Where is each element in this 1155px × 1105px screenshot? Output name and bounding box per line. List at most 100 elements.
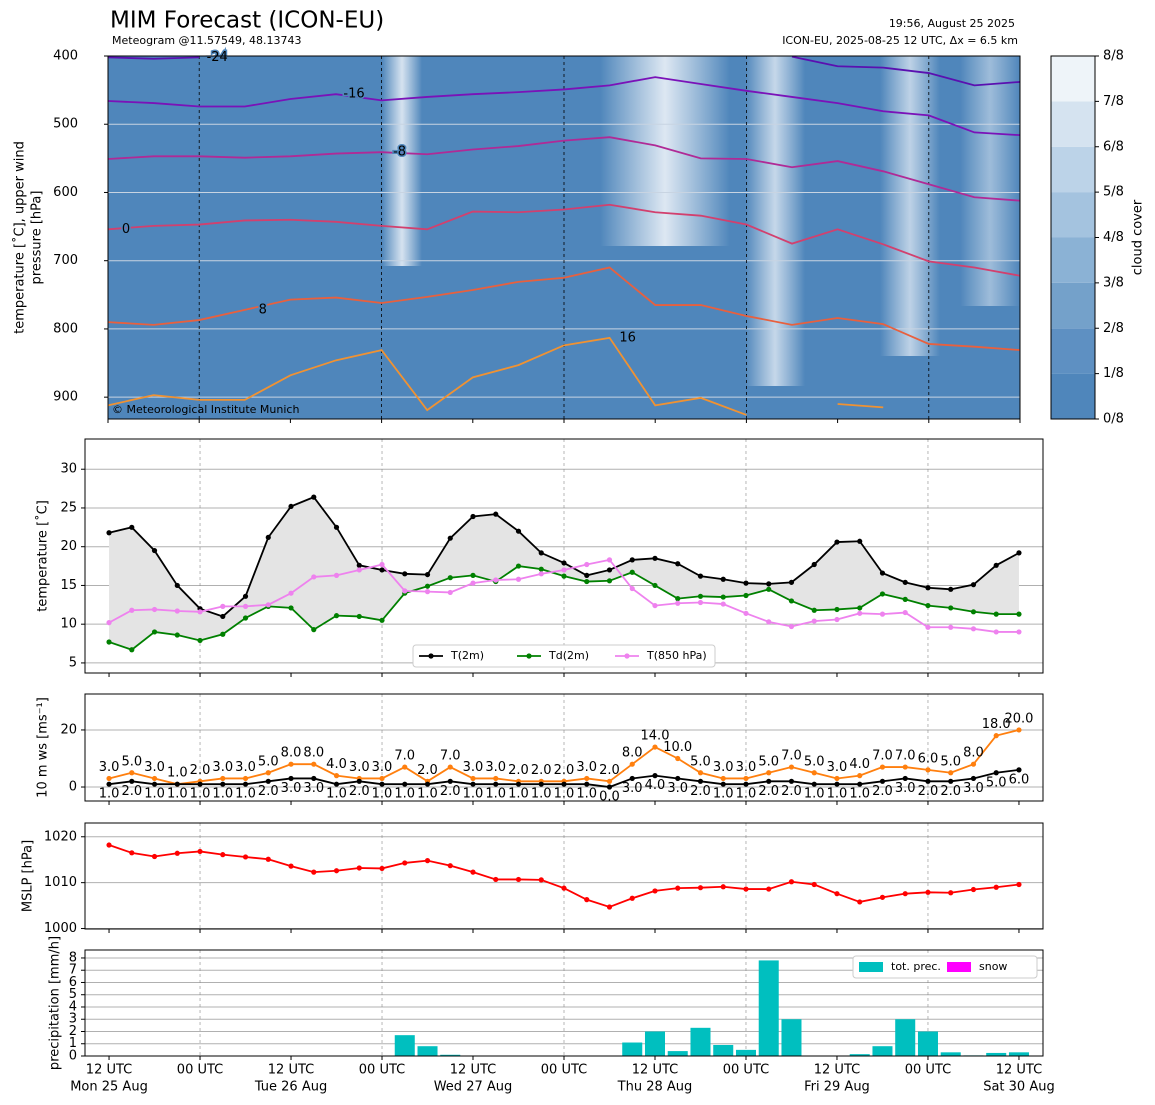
data-point: [606, 557, 613, 563]
data-point: [584, 572, 590, 578]
bar: [758, 960, 779, 1056]
data-point: [220, 613, 226, 620]
y-tick-label: 20: [60, 539, 77, 554]
data-point: [288, 503, 294, 510]
data-point: [788, 778, 795, 784]
data-point: [174, 781, 180, 787]
data-point: [629, 895, 635, 901]
value-label: 2.0: [758, 784, 779, 799]
colorbar-tick-label: 3/8: [1103, 275, 1124, 290]
y-tick-label: 3: [69, 1012, 77, 1027]
data-point: [948, 624, 954, 630]
legend-label: Td(2m): [548, 649, 589, 662]
value-label: 3.0: [576, 760, 597, 775]
data-point: [584, 578, 590, 585]
value-label: 3.0: [144, 760, 165, 775]
data-point: [174, 850, 180, 856]
data-point: [561, 781, 567, 787]
y-tick-label: 0: [69, 1049, 77, 1064]
data-point: [379, 781, 385, 787]
value-label: 2.0: [599, 763, 620, 778]
data-point: [470, 775, 476, 782]
isotherm-label: 16: [619, 330, 636, 345]
data-point: [174, 632, 180, 638]
isotherm: [107, 136, 1021, 202]
value-label: 5.0: [940, 754, 961, 769]
data-point: [515, 876, 522, 883]
value-label: 6.0: [1009, 772, 1030, 787]
data-point: [129, 524, 135, 530]
data-point: [174, 582, 180, 589]
data-point: [788, 764, 795, 770]
value-label: 2.0: [781, 784, 802, 799]
data-point: [606, 578, 613, 584]
y-axis-label: temperature [˚C]: [35, 500, 51, 612]
value-label: 1.0: [827, 787, 848, 802]
data-point: [970, 775, 977, 782]
data-point: [356, 778, 362, 784]
data-point: [220, 603, 226, 609]
data-point: [356, 567, 362, 573]
data-point: [993, 562, 999, 568]
value-label: 1.0: [485, 787, 506, 802]
value-label: 6.0: [918, 751, 939, 766]
data-point: [106, 620, 112, 626]
data-point: [766, 586, 772, 592]
value-label: 2.0: [508, 763, 529, 778]
data-point: [743, 886, 749, 892]
fill-between: [109, 497, 1019, 650]
value-label: 2.0: [554, 763, 575, 778]
data-point: [538, 550, 544, 556]
data-point: [948, 890, 954, 896]
legend-marker: [526, 653, 532, 659]
data-point: [857, 773, 863, 779]
data-point: [879, 570, 886, 576]
value-label: 2.0: [690, 784, 711, 799]
copyright: © Meteorological Institute Munich: [112, 403, 299, 416]
data-point: [561, 885, 567, 891]
value-label: 1.0: [849, 787, 870, 802]
value-label: 1.0: [554, 787, 575, 802]
data-point: [652, 582, 658, 589]
value-label: 2.0: [417, 763, 438, 778]
data-point: [356, 562, 362, 568]
bar: [713, 1044, 734, 1056]
data-point: [993, 629, 999, 635]
x-tick-label: 00 UTC: [541, 1063, 587, 1078]
y-tick-label: 1: [69, 1036, 77, 1051]
isotherm: [107, 76, 1021, 137]
colorbar-tick-label: 5/8: [1103, 185, 1124, 200]
data-point: [675, 755, 681, 762]
data-point: [561, 560, 567, 566]
data-point: [652, 602, 658, 609]
value-label: 5.0: [758, 754, 779, 769]
data-point: [151, 781, 158, 787]
colorbar-tick-label: 2/8: [1103, 321, 1124, 336]
plot-frame: [84, 822, 1044, 930]
data-point: [902, 764, 908, 770]
data-point: [584, 561, 590, 568]
x-day-label: Tue 26 Aug: [254, 1080, 327, 1095]
data-point: [447, 863, 453, 869]
value-label: 1.0: [235, 787, 256, 802]
y-axis-label: precipitation [mm/h]: [48, 936, 63, 1070]
bar: [895, 1019, 916, 1056]
data-point: [515, 563, 522, 569]
data-point: [470, 513, 476, 520]
legend-swatch: [947, 962, 971, 972]
data-point: [948, 586, 954, 592]
value-label: 1.0: [190, 787, 211, 802]
data-point: [811, 781, 817, 787]
legend-label: tot. prec.: [891, 960, 941, 973]
data-point: [242, 615, 249, 621]
y-tick-label: 400: [53, 49, 78, 64]
data-point: [333, 868, 340, 874]
data-point: [1016, 881, 1022, 888]
value-label: 1.0: [508, 787, 529, 802]
data-point: [379, 617, 385, 623]
bar: [417, 1046, 438, 1056]
data-point: [470, 781, 476, 787]
data-point: [834, 775, 840, 782]
value-label: 1.0: [394, 787, 415, 802]
